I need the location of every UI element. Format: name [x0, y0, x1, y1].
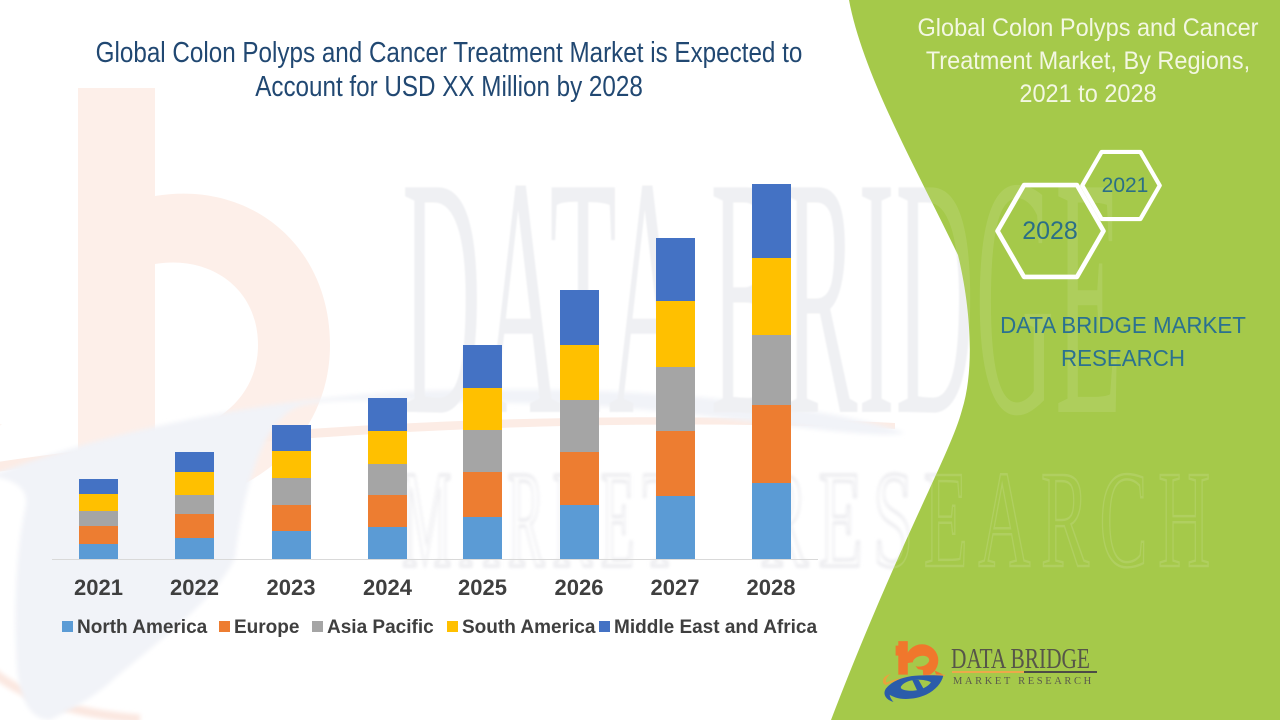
svg-text:MARKET: MARKET — [402, 443, 685, 597]
